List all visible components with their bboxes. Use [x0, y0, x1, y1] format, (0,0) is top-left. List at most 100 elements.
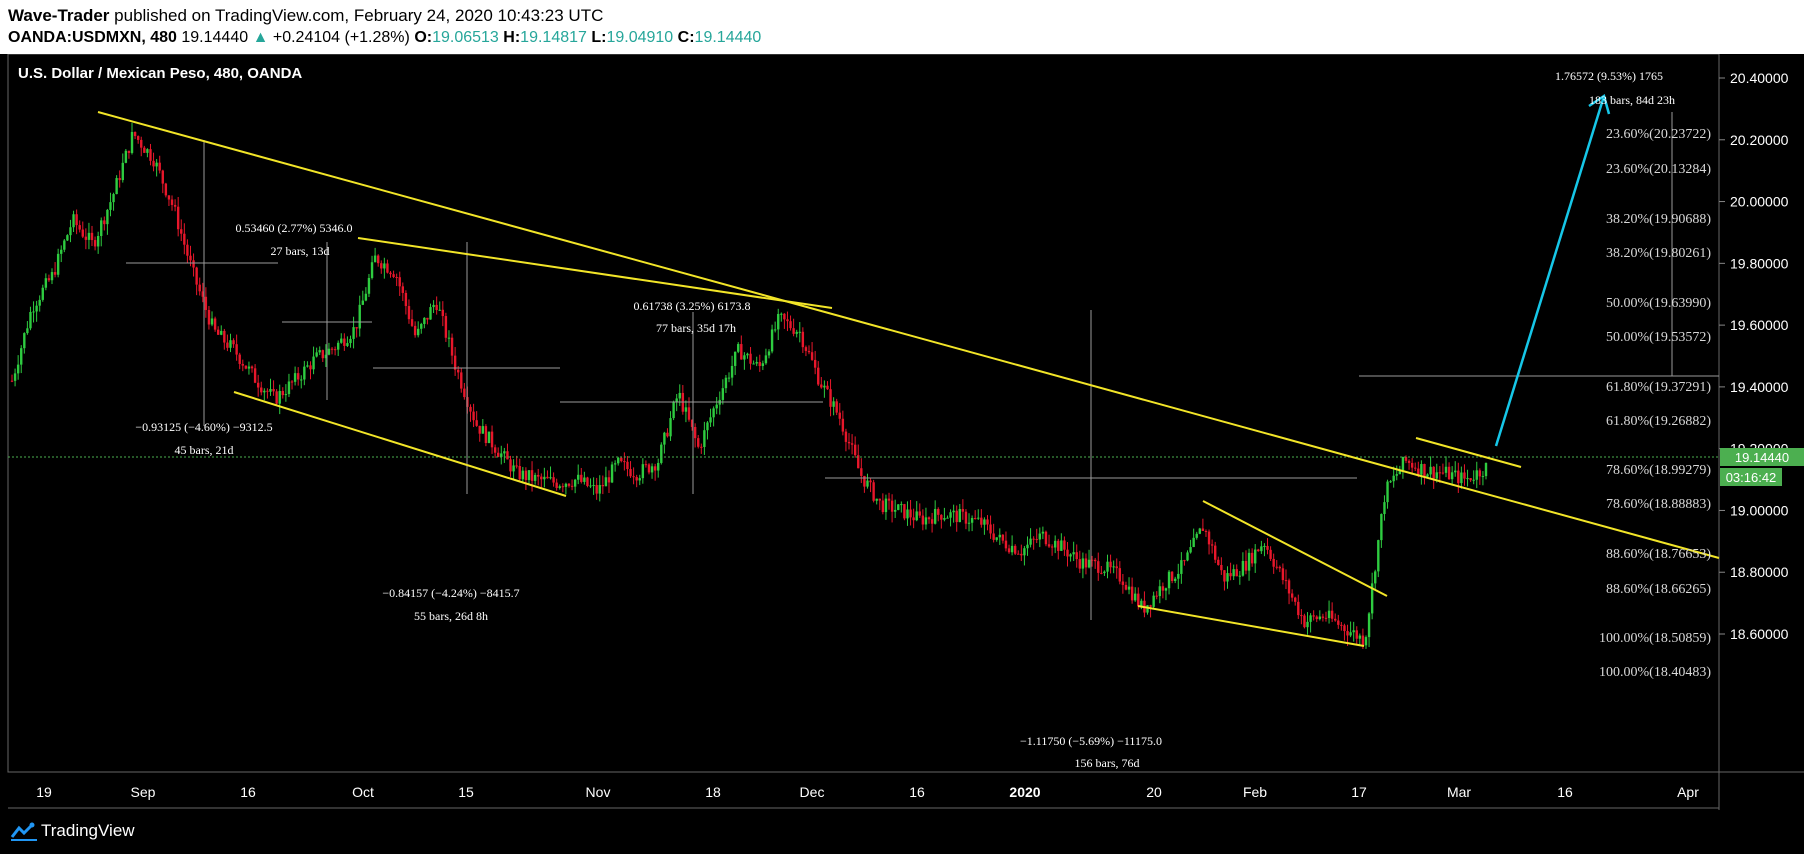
- candle-body: [41, 287, 44, 300]
- candle-body: [201, 291, 204, 297]
- candle-body: [1361, 635, 1365, 646]
- fib-level-label: 38.20%(19.90688): [1606, 212, 1711, 227]
- candle-body: [1115, 566, 1118, 569]
- candle-body: [1481, 476, 1485, 478]
- candle-body: [940, 514, 943, 520]
- chart-area[interactable]: U.S. Dollar / Mexican Peso, 480, OANDA: [0, 53, 1804, 810]
- y-tick-label: 19.60000: [1730, 317, 1789, 333]
- candle-body: [632, 476, 635, 478]
- tradingview-logo-icon[interactable]: [10, 822, 38, 842]
- candle-body: [650, 466, 654, 473]
- candle-body: [290, 381, 294, 383]
- candle-body: [340, 338, 343, 343]
- candle-body: [404, 292, 408, 307]
- candle-body: [1303, 615, 1306, 628]
- candle-body: [777, 313, 780, 330]
- candle-body: [887, 498, 891, 501]
- x-tick-label: 16: [909, 784, 925, 800]
- published-text: published on TradingView.com, February 2…: [114, 6, 604, 25]
- candle-body: [1229, 573, 1232, 577]
- candle-body: [635, 477, 638, 481]
- candle-body: [321, 350, 325, 359]
- candle-body: [401, 286, 405, 293]
- candle-body: [1475, 470, 1478, 480]
- x-tick-label: 16: [1557, 784, 1573, 800]
- candle-body: [1004, 540, 1008, 549]
- low-value: 19.04910: [606, 29, 674, 46]
- candle-body: [823, 385, 826, 388]
- candle-body: [844, 431, 848, 442]
- candle-body: [678, 392, 681, 399]
- candle-body: [638, 478, 641, 481]
- candle-body: [306, 365, 309, 367]
- candle-body: [481, 426, 485, 434]
- candle-body: [740, 344, 743, 360]
- candle-body: [136, 136, 140, 140]
- candle-body: [980, 517, 983, 525]
- candle-body: [315, 352, 318, 357]
- candle-body: [29, 311, 32, 329]
- fib-level-label: 78.60%(18.88883): [1606, 497, 1711, 512]
- candle-body: [746, 353, 749, 356]
- open-value: 19.06513: [432, 29, 499, 46]
- candle-body: [1170, 571, 1174, 582]
- candle-body: [1450, 472, 1454, 480]
- y-tick-label: 19.40000: [1730, 379, 1789, 395]
- candle-body: [749, 353, 752, 364]
- candle-body: [303, 366, 306, 380]
- candle-body: [1137, 593, 1140, 607]
- candle-body: [1389, 481, 1392, 483]
- candle-body: [890, 500, 894, 512]
- candle-body: [170, 199, 174, 205]
- candle-body: [1318, 616, 1322, 620]
- candle-body: [653, 466, 657, 471]
- candle-body: [1241, 560, 1245, 576]
- fib-levels: 23.60%(20.23722) 23.60%(20.13284) 38.20%(1…: [1599, 127, 1711, 680]
- candle-body: [884, 498, 888, 513]
- candle-body: [1423, 464, 1426, 477]
- candle-body: [112, 194, 115, 203]
- trendline-oct-upper: [357, 237, 833, 309]
- candle-body: [376, 255, 380, 264]
- candle-body: [573, 479, 577, 487]
- candle-body: [364, 293, 368, 301]
- candle-body: [1133, 593, 1137, 601]
- candle-body: [1149, 605, 1152, 607]
- annotation-line-2: 45 bars, 21d: [175, 443, 234, 457]
- candle-body: [537, 474, 540, 477]
- candle-body: [826, 385, 829, 390]
- candle-body: [1017, 553, 1020, 555]
- candle-body: [416, 328, 420, 336]
- candle-body: [115, 178, 118, 195]
- annotation-line-2: 55 bars, 26d 8h: [414, 609, 488, 623]
- candle-body: [715, 404, 718, 409]
- candle-body: [1189, 547, 1192, 553]
- candle-body: [275, 391, 278, 404]
- candle-body: [173, 204, 177, 207]
- price-chart[interactable]: U.S. Dollar / Mexican Peso, 480, OANDA: [0, 53, 1804, 810]
- candle-body: [361, 300, 365, 305]
- candle-body: [1177, 573, 1180, 579]
- candle-body: [247, 366, 251, 369]
- chart-title: U.S. Dollar / Mexican Peso, 480, OANDA: [18, 65, 302, 82]
- candle-body: [232, 340, 235, 345]
- candle-body: [897, 504, 900, 510]
- candle-body: [1355, 630, 1358, 639]
- fib-level-label: 38.20%(19.80261): [1606, 246, 1711, 261]
- fib-level-label: 23.60%(20.13284): [1606, 162, 1711, 177]
- candle-body: [127, 150, 131, 153]
- candle-body: [213, 318, 217, 330]
- trendline-wedge-lower: [1137, 605, 1365, 647]
- candle-body: [724, 377, 728, 389]
- tradingview-brand[interactable]: TradingView: [41, 821, 135, 840]
- candle-body: [167, 195, 171, 200]
- candle-body: [1466, 478, 1469, 480]
- candle-body: [460, 372, 463, 389]
- fib-level-label: 100.00%(18.40483): [1599, 665, 1711, 680]
- publisher-name[interactable]: Wave-Trader: [8, 6, 110, 25]
- candle-body: [992, 533, 995, 540]
- candle-body: [1106, 561, 1109, 572]
- last-price: 19.14440: [181, 29, 249, 46]
- candle-body: [1269, 549, 1272, 559]
- candle-body: [380, 263, 383, 269]
